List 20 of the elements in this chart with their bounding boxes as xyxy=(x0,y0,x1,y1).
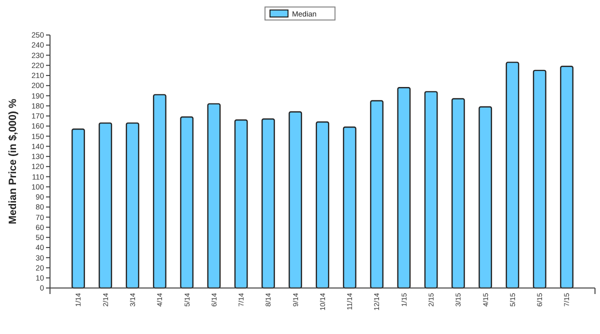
y-axis-title: Median Price (in $,000) % xyxy=(7,98,19,224)
bar xyxy=(207,103,221,289)
bar xyxy=(532,70,546,289)
bar xyxy=(506,62,520,289)
bar xyxy=(451,98,465,289)
bar xyxy=(234,119,248,289)
bar xyxy=(180,116,194,289)
bar xyxy=(126,122,140,289)
bar xyxy=(288,111,302,289)
bar xyxy=(98,122,112,289)
bar xyxy=(152,94,166,289)
bar xyxy=(72,128,85,289)
bar xyxy=(478,106,492,289)
bar xyxy=(316,121,330,289)
bar xyxy=(370,100,384,289)
bar xyxy=(424,91,438,289)
bar xyxy=(262,118,275,289)
bar xyxy=(560,66,574,289)
bar xyxy=(397,87,411,289)
bar xyxy=(342,126,356,289)
